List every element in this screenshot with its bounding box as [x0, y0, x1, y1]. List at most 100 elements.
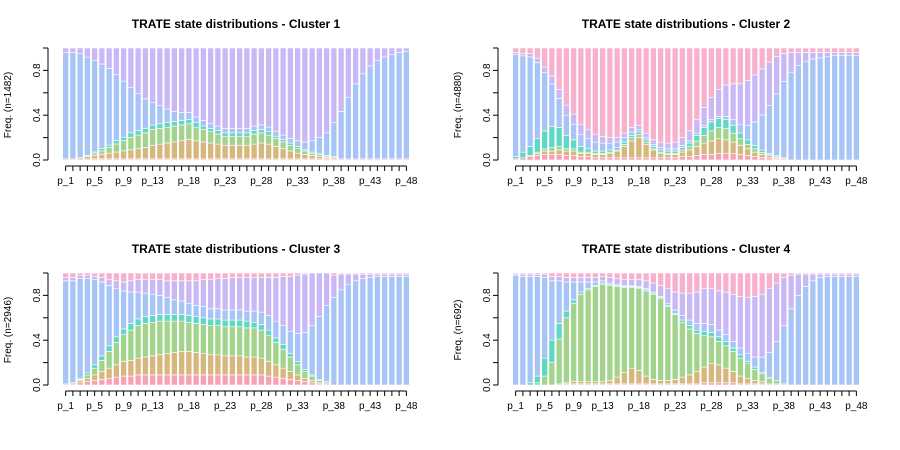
bar-segment-p_5-s5 — [541, 273, 548, 278]
bar-segment-p_16-s6 — [621, 47, 628, 134]
bar-segment-p_20-s0 — [650, 157, 657, 161]
bar-segment-p_35-s0 — [758, 157, 766, 161]
bar-segment-p_21-s0 — [657, 157, 664, 161]
x-tick-label-p_48: p_48 — [395, 401, 418, 412]
bar-segment-p_28-s6 — [708, 272, 715, 289]
bar-segment-p_35-s5 — [308, 272, 316, 326]
bar-segment-p_31-s5 — [279, 47, 287, 136]
bar-segment-p_38-s6 — [780, 47, 788, 54]
bar-segment-p_21-s1 — [207, 354, 214, 376]
bar-segment-p_35-s4 — [758, 114, 766, 151]
bar-segment-p_20-s4 — [200, 120, 207, 127]
bar-segment-p_5-s0 — [541, 154, 548, 161]
bar-segment-p_18-s0 — [635, 157, 643, 161]
bar-segment-p_1-s6 — [512, 272, 519, 275]
bar-segment-p_8-s3 — [113, 140, 120, 145]
bar-segment-p_11-s4 — [134, 92, 142, 131]
x-tick-label-p_28: p_28 — [700, 176, 723, 187]
bar-segment-p_7-s6 — [105, 272, 113, 281]
bar-segment-p_8-s1 — [563, 150, 570, 156]
bar-segment-p_40-s4 — [795, 295, 802, 386]
bar-segment-p_25-s2 — [236, 326, 243, 357]
bar-segment-p_30-s2 — [722, 128, 730, 141]
bar-segment-p_43-s4 — [366, 65, 374, 160]
bar-segment-p_15-s4 — [163, 108, 171, 123]
bar-segment-p_22-s5 — [214, 278, 222, 310]
bar-segment-p_33-s2 — [744, 363, 751, 379]
bar-segment-p_20-s5 — [200, 47, 207, 121]
bar-segment-p_36-s4 — [766, 352, 773, 378]
x-tick-label-p_28: p_28 — [250, 401, 273, 412]
bar-segment-p_25-s4 — [236, 128, 243, 134]
bar-segment-p_29-s2 — [715, 341, 722, 366]
bar-segment-p_23-s5 — [221, 278, 229, 311]
bar-segment-p_2-s6 — [519, 47, 527, 54]
bar-segment-p_14-s1 — [606, 380, 614, 385]
bar-segment-p_28-s2 — [258, 132, 265, 144]
bar-segment-p_15-s5 — [163, 47, 171, 110]
bar-segment-p_45-s5 — [381, 273, 388, 277]
bar-segment-p_7-s1 — [555, 149, 563, 155]
bar-segment-p_38-s5 — [780, 53, 788, 83]
bar-segment-p_31-s6 — [729, 272, 737, 295]
y-tick-label: 0.4 — [32, 333, 43, 347]
bar-segment-p_43-s4 — [816, 277, 824, 386]
bar-segment-p_38-s4 — [330, 122, 338, 157]
bar-segment-p_34-s2 — [751, 369, 759, 381]
bar-segment-p_4-s5 — [534, 273, 541, 277]
bar-segment-p_13-s5 — [599, 276, 606, 282]
bar-segment-p_31-s5 — [729, 83, 737, 120]
bar-segment-p_9-s5 — [120, 47, 127, 82]
bar-segment-p_6-s2 — [98, 150, 106, 155]
bar-segment-p_32-s5 — [737, 83, 744, 125]
bar-segment-p_35-s2 — [308, 152, 316, 156]
bar-segment-p_36-s2 — [316, 154, 323, 157]
bar-segment-p_32-s6 — [287, 272, 294, 277]
bar-segment-p_30-s1 — [272, 364, 280, 378]
chart-title: TRATE state distributions - Cluster 2 — [582, 17, 791, 31]
bar-segment-p_30-s1 — [722, 139, 730, 154]
bar-segment-p_15-s5 — [163, 280, 171, 298]
bar-segment-p_5-s6 — [91, 272, 98, 277]
bar-segment-p_48-s4 — [403, 51, 410, 160]
bar-segment-p_32-s2 — [737, 138, 744, 146]
bar-segment-p_29-s1 — [265, 143, 272, 160]
bar-segment-p_43-s5 — [816, 52, 824, 59]
bar-segment-p_27-s0 — [700, 154, 708, 161]
bar-segment-p_8-s6 — [563, 47, 570, 106]
bar-segment-p_4-s4 — [84, 56, 91, 156]
bar-segment-p_47-s4 — [845, 276, 853, 386]
bar-segment-p_14-s1 — [606, 152, 614, 159]
bar-segment-p_5-s4 — [91, 279, 98, 366]
bar-segment-p_24-s2 — [229, 326, 236, 357]
bar-segment-p_14-s6 — [156, 272, 164, 281]
bar-segment-p_1-s3 — [512, 156, 519, 160]
bar-segment-p_21-s4 — [207, 308, 214, 320]
bar-segment-p_28-s5 — [258, 277, 265, 313]
bar-segment-p_20-s6 — [650, 47, 657, 141]
bar-segment-p_23-s1 — [221, 144, 229, 160]
x-tick-label-p_5: p_5 — [536, 176, 553, 187]
bar-segment-p_20-s4 — [650, 144, 657, 147]
bar-segment-p_26-s3 — [243, 132, 251, 137]
bar-segment-p_7-s3 — [555, 323, 563, 340]
bar-segment-p_38-s4 — [330, 297, 338, 386]
bar-segment-p_28-s5 — [708, 288, 715, 325]
bar-segment-p_11-s4 — [584, 281, 592, 289]
bar-segment-p_16-s3 — [171, 314, 178, 322]
bar-segment-p_22-s4 — [664, 302, 672, 306]
bar-segment-p_8-s4 — [563, 114, 570, 136]
bar-segment-p_23-s5 — [221, 47, 229, 129]
bar-segment-p_4-s1 — [84, 156, 91, 160]
bar-segment-p_27-s4 — [700, 124, 708, 128]
bar-segment-p_36-s4 — [316, 137, 323, 154]
bar-segment-p_40-s4 — [345, 283, 352, 386]
x-tick-label-p_18: p_18 — [178, 401, 201, 412]
bar-segment-p_27-s4 — [250, 310, 258, 323]
bar-segment-p_12-s5 — [142, 279, 149, 294]
bar-segment-p_26-s1 — [243, 356, 251, 376]
bar-segment-p_1-s6 — [512, 47, 519, 53]
panel-cluster-4: TRATE state distributions - Cluster 4 Fr… — [453, 242, 868, 412]
bar-segment-p_7-s2 — [555, 146, 563, 151]
bar-segment-p_17-s3 — [178, 120, 185, 126]
